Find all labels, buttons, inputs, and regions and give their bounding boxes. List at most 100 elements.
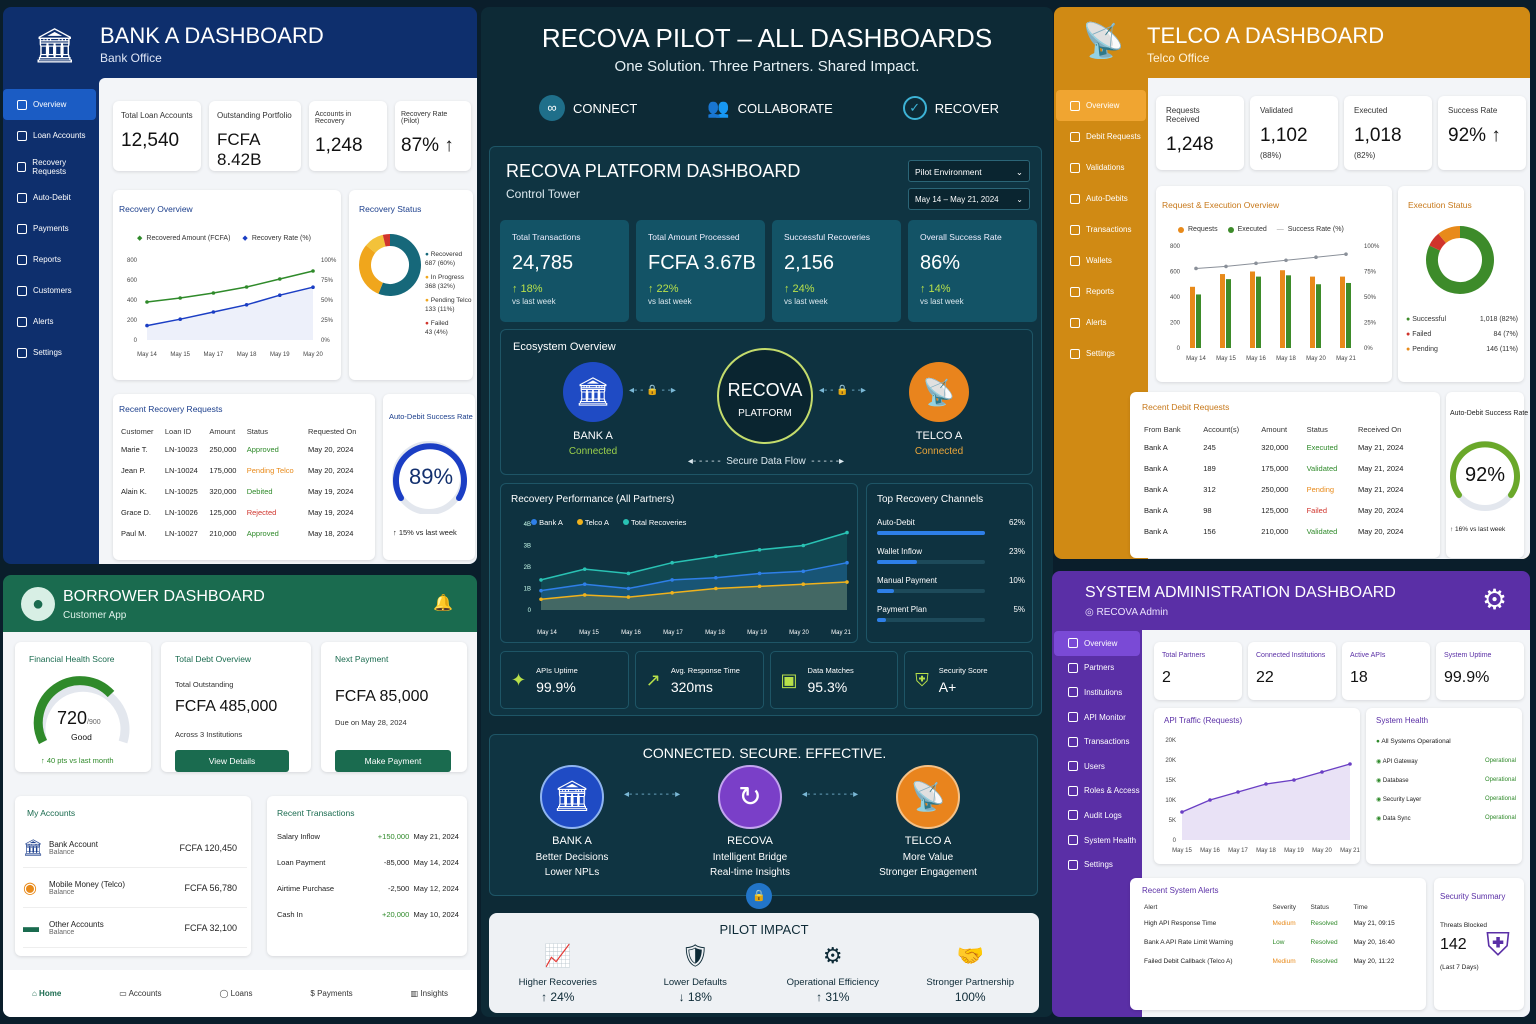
admin-content: Total Partners 2 Connected Institutions 22 A… (1130, 630, 1530, 1017)
platform-kpi-card: Total Transactions 24,785 ↑ 18% vs last wee… (500, 220, 629, 322)
nav-accounts[interactable]: ▭ Accounts (119, 989, 162, 998)
impact-label: Operational Efficiency (786, 977, 879, 988)
table-row[interactable]: Grace D. LN-10026 125,000 Rejected May 19, 2… (119, 502, 369, 523)
stat-label: Security Score (938, 665, 988, 675)
table-row[interactable]: Bank A 245 320,000 Executed May 21, 2024 (1142, 437, 1428, 458)
avatar-icon: ● (21, 587, 55, 621)
bank-kpi-1: Total Loan Accounts 12,540 (113, 101, 201, 171)
nav-insights[interactable]: ▥ Insights (410, 989, 448, 998)
admin-nav-item[interactable]: Transactions (1054, 729, 1140, 754)
telco-nav-item[interactable]: Transactions (1056, 214, 1146, 245)
table-row[interactable]: Alain K. LN-10025 320,000 Debited May 19, 20… (119, 481, 369, 502)
nav-home[interactable]: ⌂ Home (31, 989, 62, 998)
perf-legend: Bank A Telco A Total Recoveries (531, 518, 686, 527)
table-row[interactable]: Bank A API Rate Limit Warning Low Resolved… (1142, 933, 1414, 952)
y-tick-label: 20K (1165, 758, 1176, 764)
kpi-label: System Uptime (1444, 652, 1492, 659)
tx-item[interactable]: Cash In +20,000 May 10, 2024 (277, 910, 459, 936)
env-select[interactable]: Pilot Environment ⌄ (908, 160, 1030, 182)
lock-icon: ◂- - 🔒 - -▸ (629, 385, 676, 396)
account-value: FCFA 32,100 (184, 922, 237, 933)
bank-nav-overview[interactable]: Overview (3, 89, 96, 120)
table-row[interactable]: Paul M. LN-10027 210,000 Approved May 18, 20… (119, 523, 369, 544)
admin-nav-item[interactable]: Audit Logs (1054, 803, 1140, 828)
telco-nav-item[interactable]: Wallets (1056, 245, 1146, 276)
bank-nav-reports[interactable]: Reports (3, 244, 96, 275)
admin-nav-item[interactable]: Institutions (1054, 680, 1140, 705)
legend-value: 1,018 (82%) (1479, 316, 1518, 323)
bank-nav-payments[interactable]: Payments (3, 213, 96, 244)
tx-item[interactable]: Loan Payment -85,000 May 14, 2024 (277, 858, 459, 884)
bank-nav-alerts[interactable]: Alerts (3, 306, 96, 337)
telco-nav-item[interactable]: Validations (1056, 152, 1146, 183)
kpi-label: Executed (1354, 106, 1388, 115)
bank-requests-card: Recent Recovery Requests Customer Loan ID… (113, 394, 375, 560)
data-point (539, 578, 543, 582)
ecosystem-title: Ecosystem Overview (513, 341, 616, 353)
stat-value: A+ (938, 678, 957, 695)
telco-nav-item[interactable]: Overview (1056, 90, 1146, 121)
table-row[interactable]: Jean P. LN-10024 175,000 Pending Telco May 2… (119, 460, 369, 481)
bank-nav-customers[interactable]: Customers (3, 275, 96, 306)
impact-value: ↑ 31% (816, 990, 850, 1004)
nav-label: Auto-Debits (1086, 194, 1128, 203)
admin-nav-item[interactable]: Roles & Access (1054, 779, 1140, 804)
channel-bar-fill (877, 531, 985, 535)
bar-requests (1310, 276, 1315, 348)
telco-nav-item[interactable]: Auto-Debits (1056, 183, 1146, 214)
user-icon: ◯ (219, 989, 231, 998)
impact-value: ↑ 24% (541, 990, 575, 1004)
table-row[interactable]: Bank A 98 125,000 Failed May 20, 2024 (1142, 500, 1428, 521)
bank-nav-loans[interactable]: Loan Accounts (3, 120, 96, 151)
account-item[interactable]: ◉ Mobile Money (Telco) Balance FCFA 56,780 (23, 868, 247, 908)
channel-pct: 5% (1013, 605, 1025, 614)
y-tick-label: 75% (321, 278, 334, 284)
table-row[interactable]: Marie T. LN-10023 250,000 Approved May 20, 2… (119, 439, 369, 460)
legend-item: ● Failed 84 (7%) (1406, 331, 1518, 338)
x-tick-label: May 15 (170, 352, 190, 358)
date-select[interactable]: May 14 – May 21, 2024 ⌄ (908, 188, 1030, 210)
admin-nav-item[interactable]: Overview (1054, 631, 1140, 656)
platform-subtitle: Control Tower (506, 187, 580, 201)
gear-icon[interactable]: ⚙ (1482, 584, 1508, 615)
bank-nav-settings[interactable]: Settings (3, 337, 96, 368)
impact-list: 📈 Higher Recoveries ↑ 24% 🛡 Lower Defaults ↓ … (489, 943, 1039, 1011)
conn-arrow-1: ◂- - - - - - - -▸ (624, 789, 681, 800)
kpi-value: 18 (1350, 669, 1368, 686)
telco-nav-item[interactable]: Alerts (1056, 307, 1146, 338)
admin-nav-item[interactable]: Partners (1054, 656, 1140, 681)
table-row[interactable]: Failed Debit Callback (Telco A) Medium Res… (1142, 952, 1414, 971)
y-tick-label: 0 (1177, 346, 1181, 352)
bank-nav-recovery[interactable]: Recovery Requests (3, 151, 96, 182)
nav-icon (1068, 785, 1078, 796)
table-row[interactable]: High API Response Time Medium Resolved May … (1142, 914, 1414, 933)
bell-icon[interactable]: 🔔 (433, 595, 453, 612)
table-row[interactable]: Bank A 156 210,000 Validated May 20, 2024 (1142, 521, 1428, 542)
admin-nav-item[interactable]: Users (1054, 754, 1140, 779)
conn-recova-node: ↻ (718, 765, 782, 829)
make-payment-button[interactable]: Make Payment (335, 750, 451, 772)
account-item[interactable]: 🏛 Bank Account Balance FCFA 120,450 (23, 828, 247, 868)
bank-nav-autodebit[interactable]: Auto-Debit (3, 182, 96, 213)
data-point (670, 591, 674, 595)
nav-payments[interactable]: $ Payments (310, 989, 353, 998)
admin-nav-item[interactable]: API Monitor (1054, 705, 1140, 730)
account-item[interactable]: ▬ Other Accounts Balance FCFA 32,100 (23, 908, 247, 948)
telco-nav-item[interactable]: Reports (1056, 276, 1146, 307)
kpi-label: Validated (1260, 106, 1293, 115)
table-row[interactable]: Bank A 312 250,000 Pending May 21, 2024 (1142, 479, 1428, 500)
channel-name: Manual Payment (877, 576, 938, 585)
nav-label: System Health (1084, 835, 1137, 845)
telco-nav-item[interactable]: Debit Requests (1056, 121, 1146, 152)
admin-nav-item[interactable]: System Health (1054, 828, 1140, 853)
view-details-button[interactable]: View Details (175, 750, 289, 772)
y-tick-label: 2B (524, 565, 531, 571)
table-row[interactable]: Bank A 189 175,000 Validated May 21, 2024 (1142, 458, 1428, 479)
tx-item[interactable]: Airtime Purchase -2,500 May 12, 2024 (277, 884, 459, 910)
nav-loans[interactable]: ◯ Loans (219, 989, 253, 998)
data-point (757, 548, 762, 552)
telco-nav-item[interactable]: Settings (1056, 338, 1146, 369)
tx-item[interactable]: Salary Inflow +150,000 May 21, 2024 (277, 832, 459, 858)
admin-nav-item[interactable]: Settings (1054, 852, 1140, 877)
nav-icon (1068, 662, 1078, 673)
